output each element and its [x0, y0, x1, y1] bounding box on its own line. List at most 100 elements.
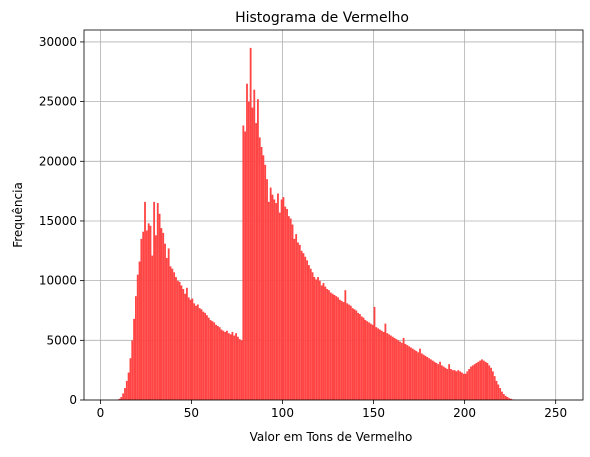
- histogram-bar: [122, 393, 124, 400]
- histogram-bar: [383, 332, 385, 400]
- histogram-bar: [173, 272, 175, 400]
- histogram-bar: [361, 316, 363, 400]
- histogram-bar: [341, 301, 343, 400]
- histogram-bar: [279, 213, 281, 400]
- histogram-bar: [366, 321, 368, 400]
- histogram-bar: [239, 339, 241, 400]
- histogram-bar: [381, 331, 383, 400]
- histogram-bar: [323, 283, 325, 400]
- histogram-bar: [250, 48, 252, 400]
- histogram-bar: [390, 336, 392, 400]
- histogram-bar: [423, 355, 425, 400]
- histogram-bar: [286, 209, 288, 400]
- histogram-bar: [324, 287, 326, 400]
- histogram-bar: [177, 281, 179, 400]
- histogram-bar: [419, 349, 421, 400]
- histogram-bar: [490, 368, 492, 400]
- histogram-bar: [466, 371, 468, 400]
- histogram-bar: [315, 279, 317, 400]
- x-tick-label: 0: [97, 406, 105, 420]
- histogram-bar: [392, 337, 394, 400]
- histogram-bar: [379, 330, 381, 400]
- histogram-bar: [199, 308, 201, 400]
- histogram-bar: [244, 131, 246, 400]
- histogram-bar: [228, 333, 230, 400]
- y-tick-label: 0: [69, 393, 77, 407]
- histogram-bar: [135, 296, 137, 400]
- histogram-bar: [334, 295, 336, 400]
- histogram-bar: [170, 266, 172, 400]
- histogram-bar: [310, 269, 312, 400]
- histogram-bar: [410, 347, 412, 400]
- histogram-bar: [208, 318, 210, 400]
- histogram-bar: [415, 351, 417, 400]
- histogram-bar: [421, 353, 423, 400]
- x-tick-label: 200: [453, 406, 476, 420]
- histogram-bar: [417, 352, 419, 400]
- histogram-bar: [488, 365, 490, 400]
- histogram-bar: [430, 359, 432, 400]
- histogram-bar: [346, 303, 348, 400]
- histogram-bar: [321, 285, 323, 400]
- histogram-bar: [190, 300, 192, 400]
- histogram-bar: [446, 369, 448, 400]
- histogram-bar: [465, 374, 467, 400]
- histogram-bar: [284, 207, 286, 400]
- histogram-bar: [425, 356, 427, 400]
- histogram-bar: [437, 364, 439, 400]
- histogram-bar: [428, 358, 430, 400]
- histogram-bar: [412, 349, 414, 400]
- histogram-bar: [377, 328, 379, 400]
- histogram-bar: [476, 363, 478, 400]
- histogram-bar: [219, 327, 221, 400]
- histogram-bar: [195, 306, 197, 400]
- histogram-bar: [295, 234, 297, 400]
- histogram-bar: [137, 275, 139, 400]
- histogram-bar: [233, 336, 235, 400]
- histogram-bar: [370, 324, 372, 400]
- histogram-bar: [461, 373, 463, 400]
- histogram-bar: [308, 265, 310, 400]
- histogram-bar: [485, 362, 487, 400]
- histogram-bar: [241, 340, 243, 400]
- y-tick-label: 15000: [39, 214, 77, 228]
- histogram-bar: [477, 362, 479, 400]
- histogram-bar: [386, 333, 388, 400]
- histogram-bar: [186, 288, 188, 400]
- histogram-bar: [191, 299, 193, 400]
- histogram-bar: [224, 332, 226, 400]
- histogram-bar: [357, 313, 359, 400]
- histogram-bar: [408, 346, 410, 400]
- histogram-bar: [304, 257, 306, 400]
- x-tick-label: 50: [184, 406, 199, 420]
- histogram-bar: [317, 277, 319, 400]
- histogram-bar: [151, 256, 153, 400]
- histogram-bar: [303, 253, 305, 400]
- histogram-bar: [443, 367, 445, 400]
- histogram-bar: [272, 195, 274, 400]
- y-tick-label: 10000: [39, 274, 77, 288]
- histogram-bar: [457, 370, 459, 400]
- histogram-bar: [486, 363, 488, 400]
- histogram-bar: [454, 370, 456, 400]
- histogram-bar: [264, 165, 266, 400]
- histogram-bar: [131, 340, 133, 400]
- histogram-bar: [184, 294, 186, 400]
- histogram-bar: [153, 202, 155, 400]
- histogram-bar: [339, 300, 341, 400]
- histogram-bar: [293, 239, 295, 400]
- histogram-bar: [246, 84, 248, 400]
- histogram-bar: [368, 322, 370, 400]
- histogram-bar: [201, 309, 203, 400]
- histogram-bar: [299, 245, 301, 400]
- histogram-bar: [146, 231, 148, 400]
- histogram-bar: [168, 248, 170, 400]
- histogram-bar: [242, 125, 244, 400]
- histogram-bar: [232, 332, 234, 400]
- histogram-bar: [505, 396, 507, 400]
- histogram-bar: [481, 359, 483, 400]
- y-tick-label: 30000: [39, 35, 77, 49]
